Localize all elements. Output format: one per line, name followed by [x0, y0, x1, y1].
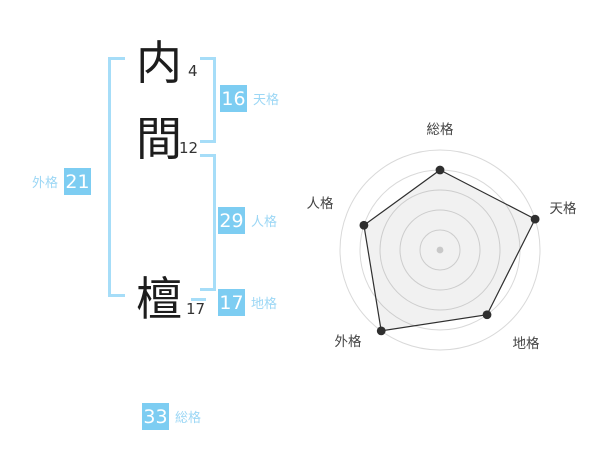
soukaku-badge: 33 — [142, 403, 169, 430]
radar-axis-label: 人格 — [307, 196, 334, 212]
tenkaku-bracket — [200, 57, 216, 143]
stroke-count-1: 4 — [188, 62, 198, 80]
tenkaku-row: 16 天格 — [220, 85, 279, 112]
gaikaku-badge: 21 — [64, 168, 92, 195]
soukaku-label: 総格 — [175, 411, 202, 426]
radar-axis-label: 総格 — [427, 122, 454, 138]
radar-data-point — [530, 214, 540, 224]
radar-data-point — [435, 165, 445, 175]
radar-axis-label: 外格 — [335, 334, 362, 350]
radar-data-point — [359, 220, 369, 230]
radar-axis-label: 天格 — [550, 201, 578, 217]
name-char-3: 檀 — [136, 272, 182, 326]
gaikaku-row: 外格 21 — [32, 168, 92, 195]
tenkaku-badge: 16 — [220, 85, 247, 112]
gaikaku-label: 外格 — [32, 176, 59, 191]
radar-grid-ring — [399, 209, 481, 291]
chikaku-row: 17 地格 — [218, 289, 277, 316]
tenkaku-label: 天格 — [253, 93, 280, 108]
radar-grid-ring — [339, 149, 541, 351]
jinkaku-row: 29 人格 — [218, 207, 277, 234]
radar-data-point — [376, 326, 386, 336]
chikaku-tick — [191, 298, 206, 301]
radar-grid-ring — [419, 229, 461, 271]
stroke-count-3: 17 — [186, 300, 206, 318]
radar-grid-ring — [379, 189, 501, 311]
chikaku-badge: 17 — [218, 289, 245, 316]
jinkaku-badge: 29 — [218, 207, 245, 234]
radar-data-point — [482, 310, 492, 320]
radar-axis-label: 地格 — [513, 336, 541, 352]
name-char-2: 間 — [136, 112, 182, 166]
radar-center-dot — [436, 246, 444, 254]
gaikaku-bracket — [108, 57, 125, 297]
stroke-count-2: 12 — [179, 139, 199, 157]
chikaku-label: 地格 — [251, 297, 278, 312]
jinkaku-label: 人格 — [251, 215, 278, 230]
soukaku-row: 33 総格 — [142, 403, 201, 430]
name-char-1: 内 — [136, 36, 182, 90]
radar-data-polygon — [363, 169, 536, 332]
jinkaku-bracket — [200, 154, 216, 291]
